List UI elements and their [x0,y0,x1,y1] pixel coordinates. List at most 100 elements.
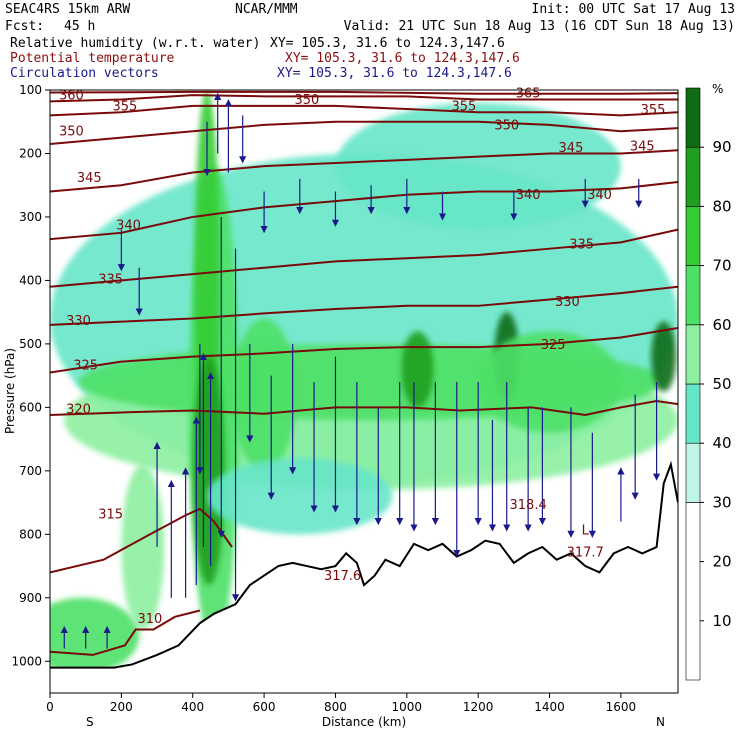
theta-extra-label-0: 350 [294,93,319,108]
colorbar-tick-label-20: 20 [712,553,731,571]
theta-extra-label-6: 340 [516,188,541,203]
theta-label-325: 325 [73,358,98,373]
terrain-layer [50,460,678,693]
colorbar-tick-label-10: 10 [712,612,731,630]
theta-extra-label-13: 317.7 [567,546,604,561]
field-theta-xy: XY= 105.3, 31.6 to 124.3,147.6 [285,51,520,66]
theta-extra-label-1: 355 [451,99,476,114]
x-tick-label-1400: 1400 [534,700,565,714]
colorbar-band-5 [685,206,701,266]
colorbar-band-2 [685,383,701,444]
colorbar-band-3 [685,324,701,385]
terrain-fill [50,464,678,693]
theta-extra-label-4: 345 [559,141,584,156]
vector-layer [60,92,661,649]
contour-label-layer: 310 315 320 325 330 335 340 345 350 355 360 365 350 3… [59,87,665,628]
theta-extra-label-9: 330 [555,295,580,310]
rh-region-14 [207,458,393,535]
colorbar-tick-label-80: 80 [712,197,731,215]
theta-extra-label-7: 340 [587,188,612,203]
model-title: SEAC4RS 15km ARW [5,2,130,17]
field-vector-name: Circulation vectors [10,66,159,81]
theta-extra-label-12: L [582,523,590,538]
theta-label-315: 315 [98,507,123,522]
field-rh-name: Relative humidity (w.r.t. water) [10,36,260,51]
colorbar-tick-label-30: 30 [712,493,731,511]
theta-contour-325 [50,327,678,374]
y-tick-label-300: 300 [19,210,42,224]
y-tick-label-100: 100 [19,83,42,97]
theta-extra-label-5: 345 [630,139,655,154]
theta-label-330: 330 [66,314,91,329]
rh-region-9 [651,321,677,392]
y-tick-label-900: 900 [19,591,42,605]
theta-contour-320 [50,400,678,417]
theta-label-360: 360 [59,89,84,104]
theta-label-355: 355 [113,99,138,114]
y-axis: 100 200 300 400 500 600 700 800 900 1000 [11,83,50,668]
field-rh-xy: XY= 105.3, 31.6 to 124.3,147.6 [270,36,505,51]
x-tick-label-600: 600 [253,700,276,714]
y-tick-label-1000: 1000 [11,654,42,668]
theta-contour-355 [50,104,678,117]
terrain-line [50,460,678,669]
theta-contour-345 [50,149,678,193]
theta-extra-label-11: 318.4 [510,498,547,513]
colorbar-tick-label-90: 90 [712,138,731,156]
theta-contour-335 [50,228,678,288]
y-tick-label-600: 600 [19,400,42,414]
x-tick-label-400: 400 [181,700,204,714]
x-end-label-right: N [656,715,665,729]
theta-extra-label-8: 335 [569,238,594,253]
y-tick-label-800: 800 [19,527,42,541]
colorbar: 10 20 30 40 50 60 70 80 90 [685,87,732,681]
theta-label-350: 350 [59,125,84,140]
rh-region-6 [50,597,140,674]
colorbar-unit: % [712,82,723,96]
x-tick-label-1000: 1000 [392,700,423,714]
y-tick-label-700: 700 [19,464,42,478]
theta-label-335: 335 [98,273,123,288]
colorbar-band-0 [685,502,701,681]
rh-region-10 [231,318,297,471]
theta-label-340: 340 [116,219,141,234]
theta-extra-label-2: 355 [641,103,666,118]
x-end-label-left: S [86,715,94,729]
plot-frame [49,89,679,694]
y-tick-label-400: 400 [19,273,42,287]
colorbar-tick-label-60: 60 [712,316,731,334]
field-theta-name: Potential temperature [10,51,175,66]
init-time: Init: 00 UTC Sat 17 Aug 13 [532,2,736,17]
x-axis: 0 200 400 600 800 1000 1200 1400 1600 [46,693,636,714]
colorbar-band-6 [685,146,701,207]
y-tick-label-500: 500 [19,337,42,351]
y-tick-label-200: 200 [19,146,42,160]
x-tick-label-1600: 1600 [606,700,637,714]
colorbar-tick-label-40: 40 [712,434,731,452]
colorbar-band-1 [685,442,701,503]
theta-extra-label-3: 350 [494,118,519,133]
center-title: NCAR/MMM [235,2,298,17]
colorbar-band-7 [685,87,701,148]
theta-contour-350 [50,120,678,145]
x-tick-label-800: 800 [324,700,347,714]
theta-label-365: 365 [516,87,541,102]
field-vector-xy: XY= 105.3, 31.6 to 124.3,147.6 [277,66,512,81]
theta-contour-360 [50,94,678,103]
theta-contour-310 [50,609,201,656]
fcst-value: 45 h [64,19,95,34]
theta-label-320: 320 [66,403,91,418]
x-tick-label-200: 200 [110,700,133,714]
rh-region-13 [121,464,165,630]
theta-extra-label-10: 325 [541,338,566,353]
x-tick-label-1200: 1200 [463,700,494,714]
plot-area: 310 315 320 325 330 335 340 345 350 355 360 365 350 3… [49,87,679,694]
colorbar-tick-label-70: 70 [712,257,731,275]
theta-label-310: 310 [137,612,162,627]
rh-region-7 [401,331,434,408]
theta-label-345: 345 [77,171,102,186]
x-axis-label: Distance (km) [322,715,406,729]
theta-contour-330 [50,285,678,326]
x-tick-label-0: 0 [46,700,54,714]
